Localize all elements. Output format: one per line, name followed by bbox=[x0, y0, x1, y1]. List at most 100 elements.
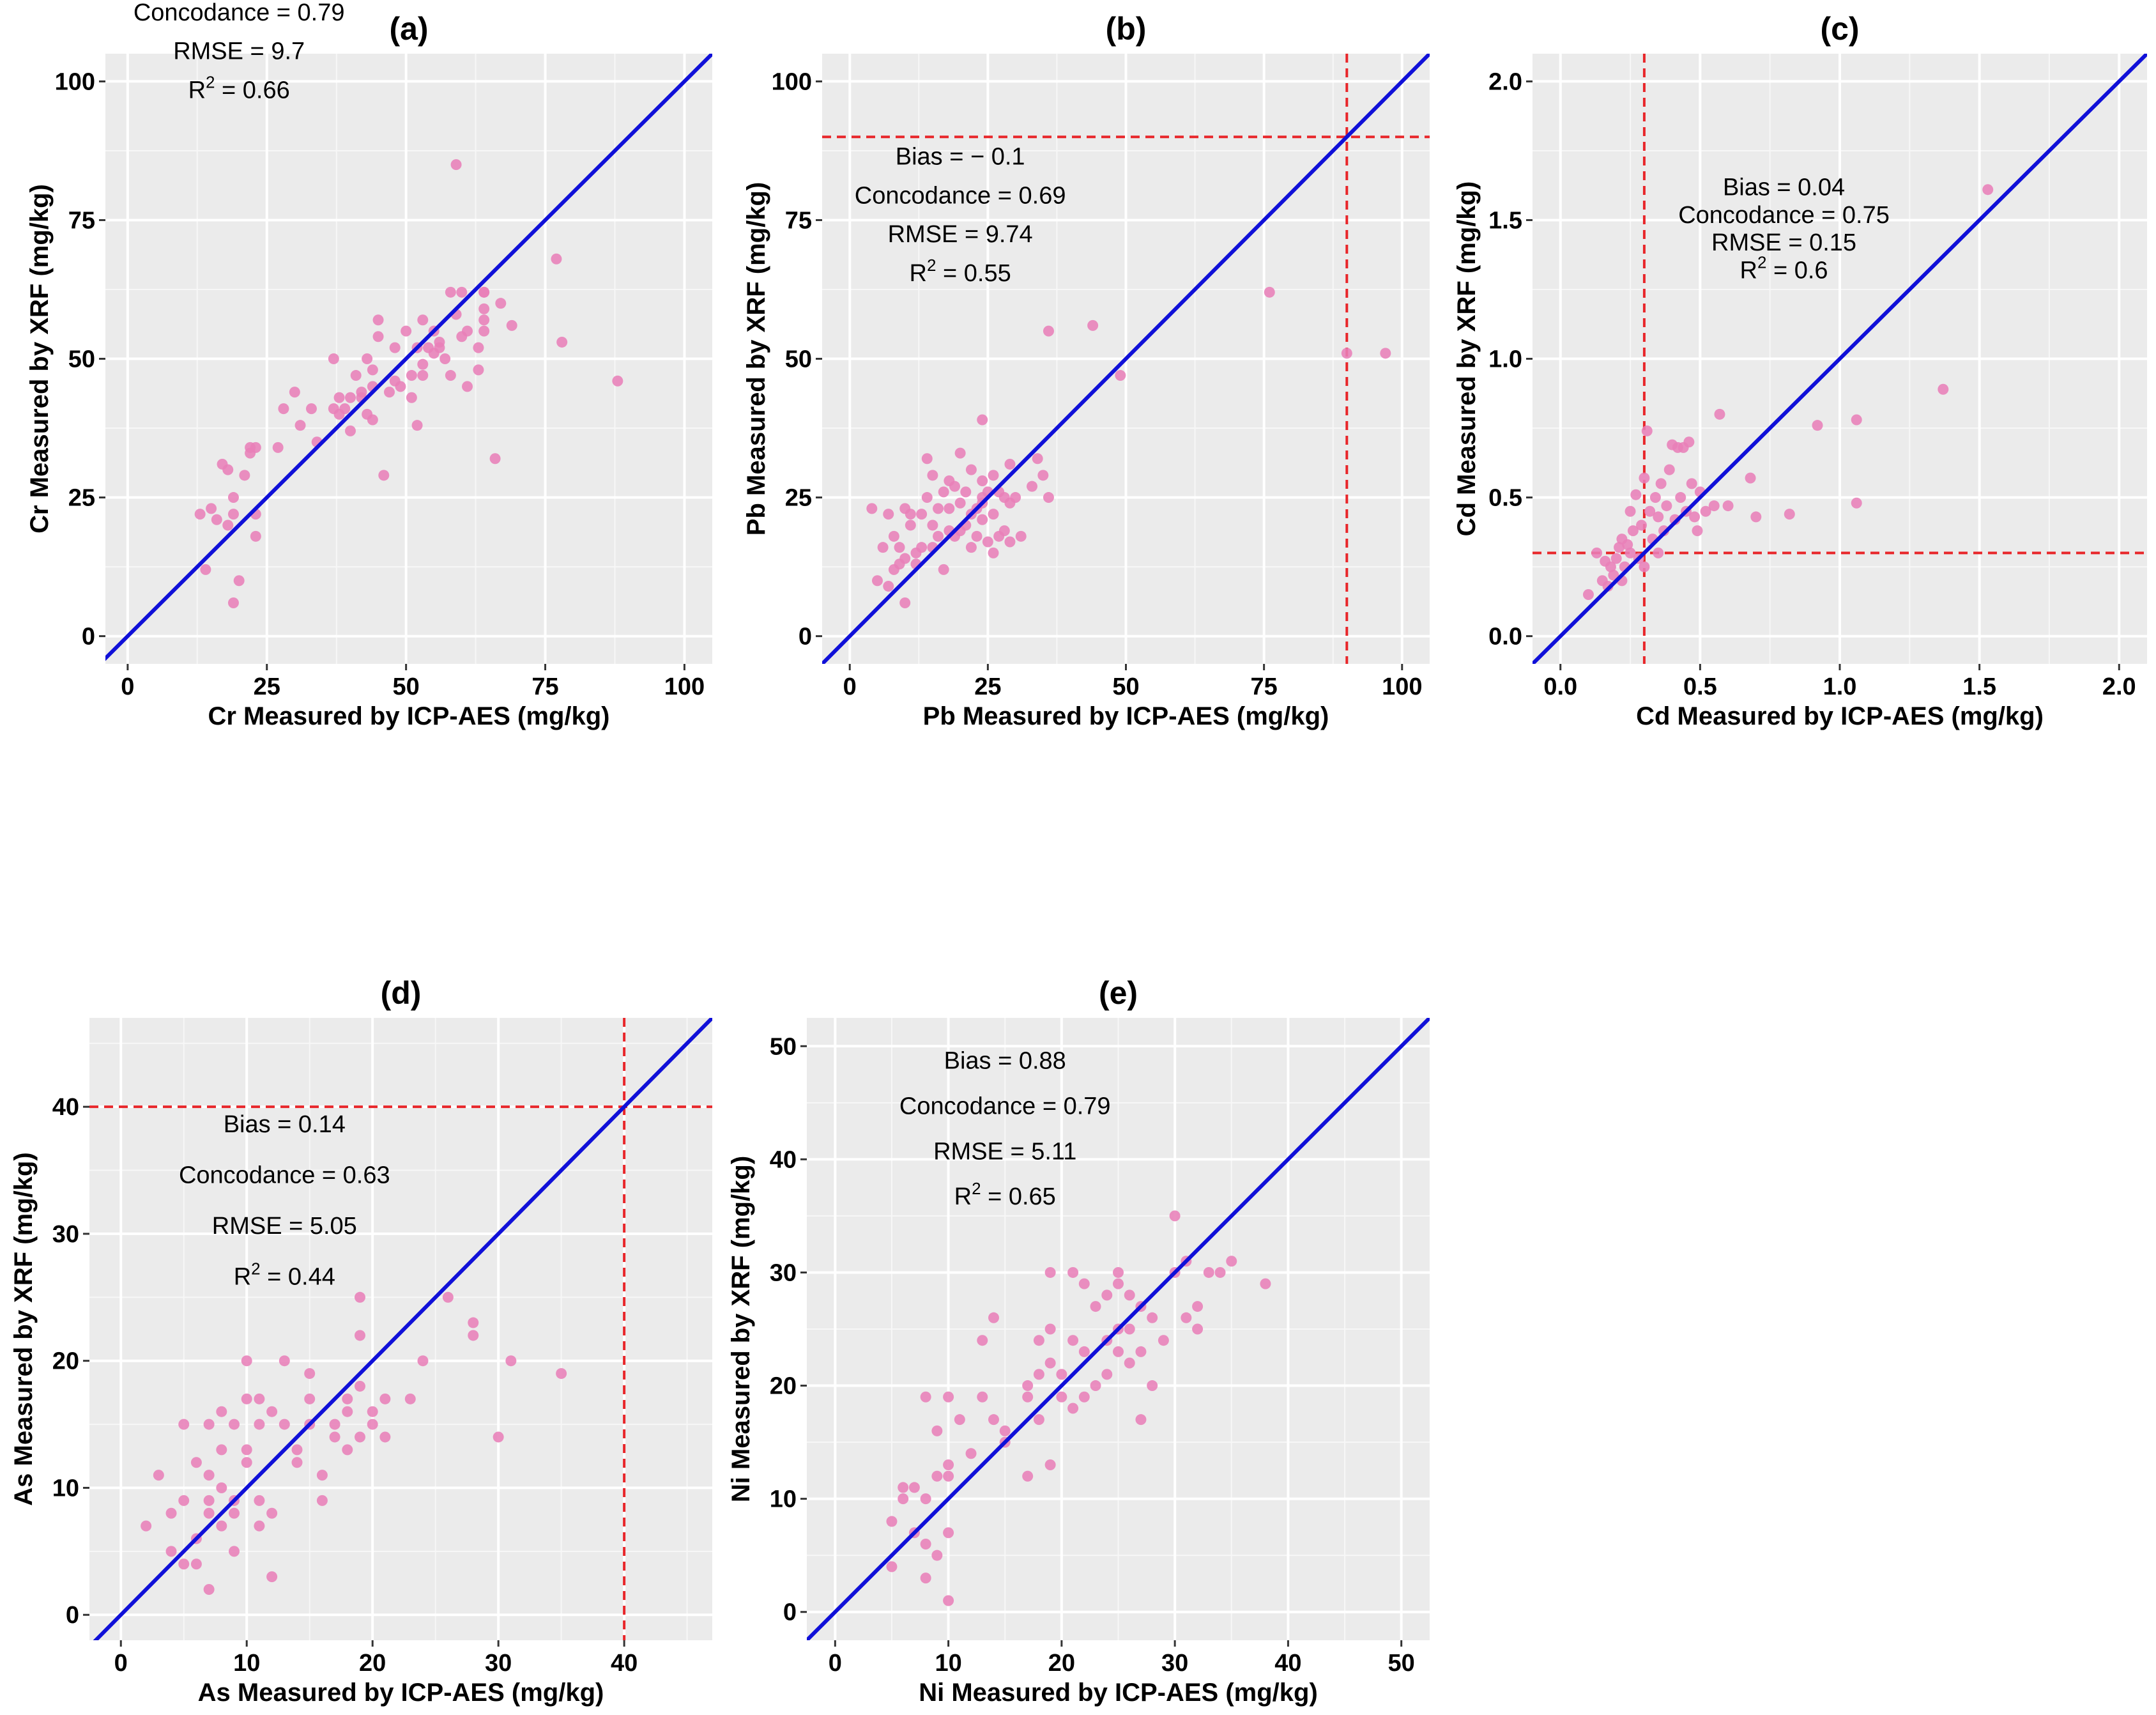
data-point bbox=[1056, 1369, 1067, 1380]
data-point bbox=[1124, 1289, 1135, 1301]
data-point bbox=[1147, 1380, 1158, 1392]
data-point bbox=[406, 392, 417, 403]
data-layer bbox=[1533, 54, 2147, 664]
x-tick-label: 50 bbox=[393, 673, 420, 700]
data-point bbox=[354, 1330, 365, 1341]
x-tick-label: 0 bbox=[114, 1650, 128, 1677]
data-point bbox=[478, 286, 490, 298]
stat-equals: = bbox=[271, 1111, 298, 1138]
data-layer bbox=[89, 1018, 712, 1640]
data-point bbox=[1784, 509, 1795, 520]
data-point bbox=[379, 1431, 391, 1443]
y-tick-label: 20 bbox=[770, 1373, 797, 1400]
y-tick-label: 10 bbox=[770, 1486, 797, 1513]
stat-equals: = bbox=[1036, 1093, 1063, 1120]
y-axis-label: As Measured by XRF (mg/kg) bbox=[10, 1152, 38, 1505]
data-point bbox=[888, 530, 899, 542]
x-tick-label: 0 bbox=[843, 673, 857, 700]
data-point bbox=[372, 314, 384, 326]
data-point bbox=[206, 503, 217, 514]
data-point bbox=[456, 286, 468, 298]
data-point bbox=[1625, 547, 1636, 558]
data-point bbox=[229, 1419, 240, 1430]
data-point bbox=[266, 1406, 278, 1417]
data-point bbox=[279, 1419, 290, 1430]
data-point bbox=[1260, 1278, 1271, 1289]
data-point bbox=[1135, 1346, 1147, 1357]
data-point bbox=[949, 481, 960, 492]
data-point bbox=[960, 486, 972, 498]
data-point bbox=[1004, 536, 1016, 548]
data-point bbox=[933, 503, 944, 514]
data-point bbox=[489, 453, 501, 465]
stat-value: 0.04 bbox=[1798, 174, 1845, 201]
data-point bbox=[871, 575, 883, 587]
data-point bbox=[291, 1444, 303, 1456]
stat-value: 0.79 bbox=[298, 0, 345, 26]
data-point bbox=[1700, 505, 1711, 517]
data-point bbox=[1582, 588, 1594, 600]
identity-line bbox=[93, 1018, 712, 1640]
data-point bbox=[190, 1457, 202, 1468]
data-point bbox=[954, 497, 966, 509]
stat-label: Concodance bbox=[899, 1093, 1036, 1120]
data-point bbox=[211, 514, 222, 525]
data-point bbox=[304, 1368, 316, 1380]
data-point bbox=[417, 358, 429, 370]
stat-value: 9.7 bbox=[271, 38, 305, 65]
data-point bbox=[378, 470, 390, 481]
x-tick-label: 0 bbox=[121, 673, 134, 700]
x-axis-label: As Measured by ICP-AES (mg/kg) bbox=[198, 1679, 604, 1707]
stat-value: − 0.1 bbox=[970, 144, 1025, 171]
x-tick-label: 20 bbox=[1048, 1650, 1075, 1677]
data-point bbox=[1113, 1266, 1124, 1278]
data-point bbox=[898, 1482, 909, 1493]
data-point bbox=[1627, 525, 1639, 537]
data-point bbox=[866, 503, 878, 514]
x-tick-label: 1.0 bbox=[1823, 673, 1857, 700]
data-point bbox=[1745, 472, 1756, 484]
data-point bbox=[478, 314, 490, 326]
data-point bbox=[1722, 500, 1734, 512]
stat-value: 0.69 bbox=[1019, 182, 1066, 209]
data-point bbox=[493, 1431, 504, 1443]
stat-label: RMSE bbox=[1711, 229, 1782, 256]
x-tick-label: 0.5 bbox=[1683, 673, 1717, 700]
data-point bbox=[473, 364, 484, 376]
data-point bbox=[1078, 1278, 1090, 1289]
data-point bbox=[1067, 1266, 1079, 1278]
stat-equals: = bbox=[981, 1183, 1009, 1210]
stat-label: Bias bbox=[1723, 174, 1770, 201]
x-tick-label: 30 bbox=[485, 1650, 512, 1677]
data-point bbox=[556, 336, 568, 348]
x-tick-label: 20 bbox=[359, 1650, 386, 1677]
data-point bbox=[883, 580, 894, 592]
data-point bbox=[367, 1419, 378, 1430]
data-point bbox=[1653, 511, 1664, 523]
data-point bbox=[982, 536, 993, 548]
stat-annotation: R2 = 0.55 bbox=[910, 256, 1011, 287]
y-tick-label: 100 bbox=[55, 68, 95, 95]
stat-value: 0.44 bbox=[288, 1263, 335, 1290]
y-axis-label: Ni Measured by XRF (mg/kg) bbox=[727, 1156, 755, 1502]
data-point bbox=[250, 530, 261, 542]
data-point bbox=[203, 1583, 215, 1595]
data-point bbox=[266, 1507, 278, 1519]
data-point bbox=[227, 509, 239, 520]
data-point bbox=[178, 1419, 190, 1430]
data-point bbox=[1264, 286, 1275, 298]
data-point bbox=[1605, 561, 1616, 573]
stat-equals: = bbox=[1815, 202, 1842, 229]
data-point bbox=[395, 381, 406, 392]
data-point bbox=[203, 1495, 215, 1506]
data-point bbox=[254, 1419, 265, 1430]
x-tick-label: 40 bbox=[611, 1650, 638, 1677]
data-point bbox=[194, 509, 206, 520]
y-tick-label: 50 bbox=[785, 346, 812, 373]
x-tick-label: 0 bbox=[829, 1650, 842, 1677]
data-point bbox=[1644, 505, 1656, 517]
stat-value: 0.14 bbox=[298, 1111, 346, 1138]
x-tick-label: 75 bbox=[531, 673, 558, 700]
data-point bbox=[222, 519, 234, 531]
